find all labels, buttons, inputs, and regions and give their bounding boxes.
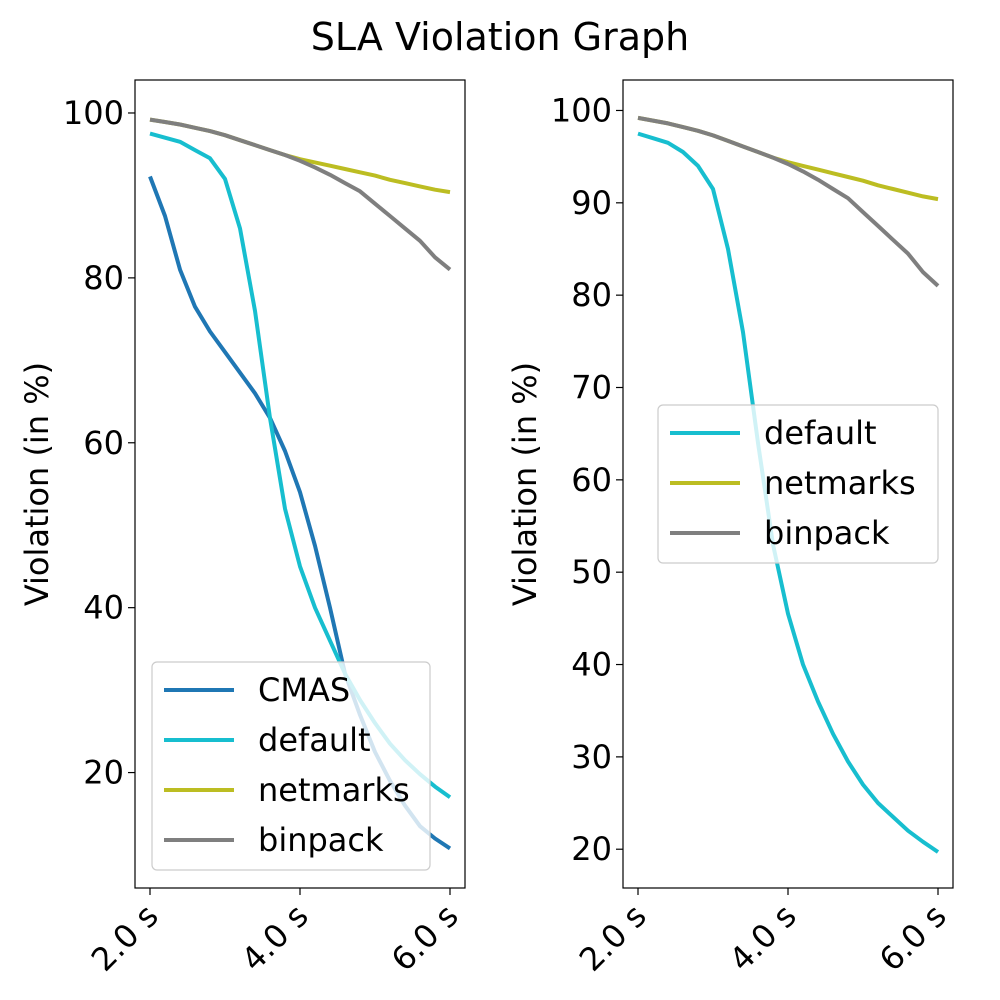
legend: default netmarks binpack: [657, 404, 939, 564]
series-line-netmarks: [149, 117, 451, 195]
legend-frame: [151, 661, 431, 871]
figure-title: SLA Violation Graph: [311, 15, 689, 59]
y-tick-label: 100: [63, 94, 124, 132]
x-tick-label: 4.0 s: [722, 897, 804, 979]
y-tick-label: 70: [571, 369, 612, 407]
legend-label-default: default: [258, 721, 371, 759]
y-tick-label: 20: [571, 830, 612, 868]
legend-label-binpack: binpack: [258, 821, 384, 859]
legend-label-CMAS: CMAS: [258, 671, 350, 709]
x-tick-label: 4.0 s: [234, 897, 316, 979]
x-tick-label: 2.0 s: [84, 897, 166, 979]
y-tick-label: 40: [571, 646, 612, 684]
y-tick-label: 80: [83, 259, 124, 297]
legend-label-netmarks: netmarks: [764, 464, 916, 502]
x-tick-label: 6.0 s: [384, 897, 466, 979]
chart-panel-2: 20 30 40 50 60 70 80 90 100 2.0 s 4.0 s 6.0 s Violat…: [506, 79, 954, 979]
y-axis-label: Violation (in %): [18, 362, 56, 606]
y-tick-label: 20: [83, 754, 124, 792]
y-tick-label: 30: [571, 738, 612, 776]
x-tick-label: 6.0 s: [872, 897, 954, 979]
legend-frame: [657, 404, 939, 564]
legend-label-default: default: [764, 414, 877, 452]
y-tick-label: 80: [571, 276, 612, 314]
legend-label-binpack: binpack: [764, 514, 890, 552]
legend: CMAS default netmarks binpack: [151, 661, 431, 871]
series-line-netmarks: [637, 115, 939, 202]
y-tick-label: 60: [571, 461, 612, 499]
y-tick-label: 50: [571, 553, 612, 591]
chart-panel-1: 20 40 60 80 100 2.0 s 4.0 s 6.0 s Violation (in …: [18, 79, 466, 979]
chart-panels: 20 40 60 80 100 2.0 s 4.0 s 6.0 s Violation (in …: [18, 79, 954, 979]
y-tick-label: 40: [83, 589, 124, 627]
y-tick-label: 100: [551, 91, 612, 129]
y-tick-label: 90: [571, 184, 612, 222]
series-line-default: [637, 131, 940, 854]
legend-label-netmarks: netmarks: [258, 771, 410, 809]
x-tick-label: 2.0 s: [572, 897, 654, 979]
y-tick-label: 60: [83, 424, 124, 462]
series-line-binpack: [637, 115, 940, 288]
y-axis-label: Violation (in %): [506, 362, 544, 606]
series-line-binpack: [149, 117, 452, 272]
